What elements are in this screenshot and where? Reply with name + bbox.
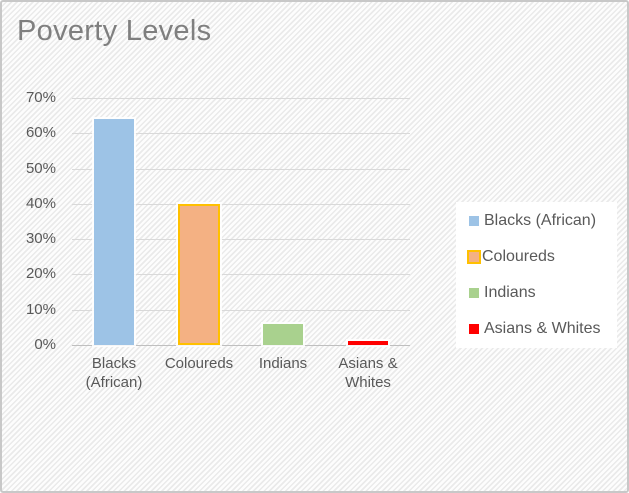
bar-blacks-african[interactable] [94,119,134,345]
gridline [72,239,410,240]
gridline [72,204,410,205]
chart-title[interactable]: Poverty Levels [17,15,212,47]
gridline [72,133,410,134]
legend-label: Indians [484,284,536,301]
gridline [72,169,410,170]
bar-asians-whites[interactable] [348,341,388,345]
gridline [72,310,410,311]
y-tick-label-40: 40% [25,195,56,212]
y-tick-label-60: 60% [25,124,56,141]
gridline [72,98,410,99]
legend-color-swatch-indians [469,288,479,298]
y-tick-label-20: 20% [25,265,56,282]
legend-label: Blacks (African) [484,212,597,229]
y-tick-label-30: 30% [25,230,56,247]
legend-color-swatch-blacks-african [469,216,479,226]
legend: Blacks (African) Coloureds Indians Asians &… [456,202,617,348]
x-axis-line [72,345,410,346]
bar-indians[interactable] [263,324,303,345]
legend-item-asians-whites[interactable]: Asians & Whites [469,311,617,347]
x-axis-label-blacks-african: Blacks (African) [85,355,143,391]
legend-item-indians[interactable]: Indians [469,275,617,311]
legend-label: Coloureds [482,248,555,265]
legend-color-swatch-asians-whites [469,324,479,334]
y-tick-label-50: 50% [25,160,56,177]
x-axis-label-asians-whites: Asians & Whites [338,355,398,391]
legend-item-blacks-african[interactable]: Blacks (African) [469,203,617,239]
legend-label: Asians & Whites [484,320,601,337]
y-tick-label-0: 0% [34,336,56,353]
legend-color-swatch-coloureds [467,250,481,264]
x-axis-label-coloureds: Coloureds [164,355,234,372]
bar-coloureds[interactable] [178,204,220,345]
y-tick-label-70: 70% [25,89,56,106]
legend-item-coloureds[interactable]: Coloureds [467,239,617,275]
gridline [72,274,410,275]
y-tick-label-10: 10% [25,301,56,318]
x-axis-label-indians: Indians [258,355,308,372]
